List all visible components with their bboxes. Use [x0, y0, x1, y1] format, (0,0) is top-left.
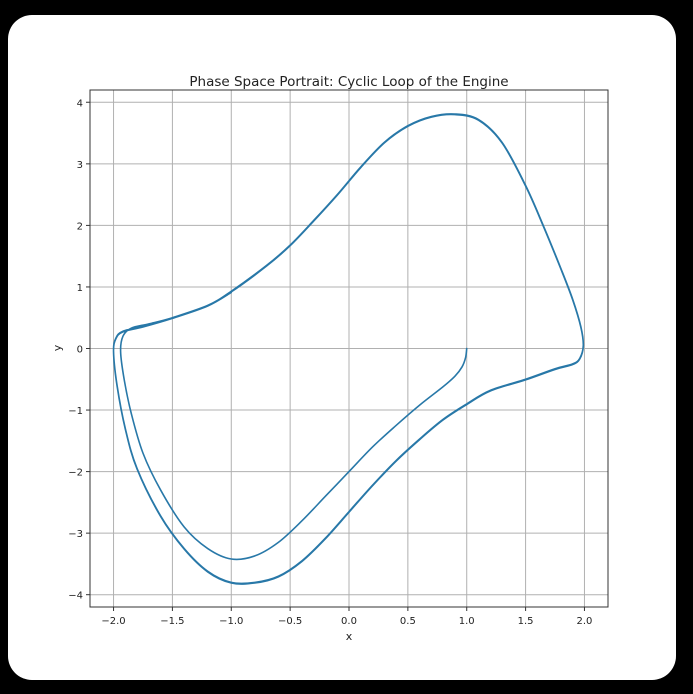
y-tick-label: 3 — [77, 160, 83, 171]
y-tick-label: −2 — [68, 468, 83, 479]
x-tick-label: −1.0 — [219, 616, 243, 627]
y-tick-label: 0 — [77, 345, 83, 356]
line-layer — [112, 113, 585, 585]
y-tick-label: 1 — [77, 283, 83, 294]
x-tick-label: 0.5 — [400, 616, 416, 627]
y-tick-label: −1 — [68, 406, 83, 417]
y-tick-label: 2 — [77, 221, 83, 232]
x-tick-label: 1.5 — [518, 616, 534, 627]
chart-card: −2.0 −1.5 −1.0 −0.5 0.0 0.5 1.0 1.5 2.0 −4 −3 −2 −1 0… — [8, 15, 676, 680]
x-tick-label: −0.5 — [278, 616, 302, 627]
x-tick-label: 0.0 — [341, 616, 357, 627]
x-tick-label: −1.5 — [160, 616, 184, 627]
phase-portrait-chart: −2.0 −1.5 −1.0 −0.5 0.0 0.5 1.0 1.5 2.0 −4 −3 −2 −1 0… — [51, 74, 609, 643]
y-axis-label: y — [51, 344, 64, 351]
grid-layer — [90, 90, 608, 607]
x-axis-label: x — [346, 630, 353, 643]
x-tick-label: 2.0 — [577, 616, 593, 627]
trajectory-line — [112, 113, 585, 585]
y-tick-label: 4 — [77, 98, 83, 109]
x-tick-label: −2.0 — [101, 616, 125, 627]
tick-layer: −2.0 −1.5 −1.0 −0.5 0.0 0.5 1.0 1.5 2.0 −4 −3 −2 −1 0… — [68, 98, 592, 627]
chart-title: Phase Space Portrait: Cyclic Loop of the… — [189, 74, 508, 90]
y-tick-label: −4 — [68, 591, 83, 602]
x-tick-label: 1.0 — [459, 616, 475, 627]
y-tick-label: −3 — [68, 529, 83, 540]
